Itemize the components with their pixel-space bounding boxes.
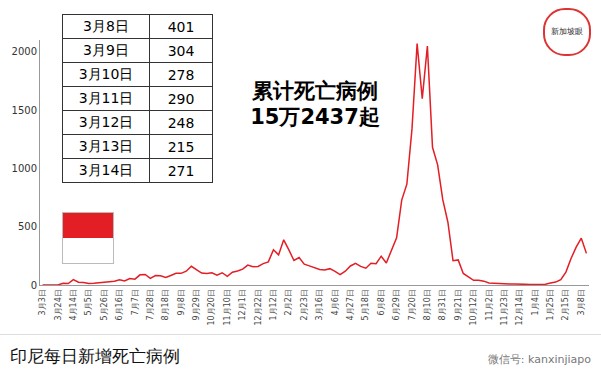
- html-text:3月11日: 3月11日: [78, 89, 134, 106]
- svg-text:5月18日: 5月18日: [361, 289, 370, 320]
- html-text:3月10日: 3月10日: [78, 65, 134, 82]
- svg-text:8月31日: 8月31日: [438, 289, 447, 320]
- svg-text:8月18日: 8月18日: [161, 289, 170, 320]
- svg-text:1500: 1500: [12, 105, 37, 116]
- svg-text:3月16日: 3月16日: [315, 289, 324, 320]
- svg-text:12月14日: 12月14日: [515, 289, 524, 325]
- html-text:401: 401: [167, 18, 195, 35]
- svg-text:10月20日: 10月20日: [207, 289, 216, 325]
- html-text:15万2437起: 15万2437起: [250, 105, 380, 129]
- svg-text:7月7日: 7月7日: [131, 289, 140, 315]
- svg-text:500: 500: [18, 221, 37, 232]
- svg-text:1月4日: 1月4日: [531, 289, 540, 315]
- svg-text:9月29日: 9月29日: [192, 289, 201, 320]
- svg-text:4月27日: 4月27日: [346, 289, 355, 320]
- svg-text:2月23日: 2月23日: [300, 289, 309, 320]
- html-text:3月13日: 3月13日: [78, 137, 134, 154]
- svg-text:3月3日: 3月3日: [38, 289, 47, 315]
- svg-text:4月14日: 4月14日: [69, 289, 78, 320]
- html-text:3月12日: 3月12日: [78, 113, 134, 130]
- svg-text:0: 0: [31, 280, 37, 291]
- html-text:3月8日: 3月8日: [83, 17, 129, 34]
- svg-text:9月21日: 9月21日: [454, 289, 463, 320]
- html-text:微信号: kanxinjiapo: 微信号: kanxinjiapo: [487, 353, 591, 366]
- svg-text:2000: 2000: [12, 46, 37, 57]
- svg-text:6月8日: 6月8日: [377, 289, 386, 315]
- svg-text:3月24日: 3月24日: [54, 289, 63, 320]
- svg-text:3月8日: 3月8日: [577, 289, 586, 315]
- html-text:印尼每日新增死亡病例: 印尼每日新增死亡病例: [10, 346, 180, 366]
- html-text:290: 290: [167, 90, 195, 107]
- html-text:3月14日: 3月14日: [78, 161, 134, 178]
- svg-text:10月12日: 10月12日: [469, 289, 478, 325]
- html-text:215: 215: [167, 138, 195, 155]
- svg-text:1000: 1000: [12, 163, 37, 174]
- svg-text:6月29日: 6月29日: [392, 289, 401, 320]
- svg-text:7月20日: 7月20日: [408, 289, 417, 320]
- svg-text:1月12日: 1月12日: [269, 289, 278, 320]
- svg-text:12月1日: 12月1日: [238, 289, 247, 320]
- html-text:248: 248: [167, 114, 195, 131]
- svg-text:9月8日: 9月8日: [177, 289, 186, 315]
- svg-text:5月26日: 5月26日: [100, 289, 109, 320]
- svg-text:2月2日: 2月2日: [284, 289, 293, 315]
- html-text:累计死亡病例: 累计死亡病例: [252, 79, 378, 103]
- svg-text:11月2日: 11月2日: [485, 289, 494, 320]
- svg-text:1月25日: 1月25日: [546, 289, 555, 320]
- svg-text:5月5日: 5月5日: [84, 289, 93, 315]
- html-text:304: 304: [167, 42, 195, 59]
- html-text:278: 278: [167, 66, 195, 83]
- svg-text:11月10日: 11月10日: [223, 289, 232, 325]
- svg-text:2月15日: 2月15日: [562, 289, 571, 320]
- html-text:3月9日: 3月9日: [83, 41, 129, 58]
- svg-text:11月23日: 11月23日: [500, 289, 509, 325]
- svg-text:6月16日: 6月16日: [115, 289, 124, 320]
- svg-text:12月22日: 12月22日: [254, 289, 263, 325]
- html-text:新加坡眼: 新加坡眼: [551, 27, 583, 36]
- svg-text:8月10日: 8月10日: [423, 289, 432, 320]
- html-text:271: 271: [167, 162, 195, 179]
- svg-text:4月6日: 4月6日: [331, 289, 340, 315]
- svg-text:7月28日: 7月28日: [146, 289, 155, 320]
